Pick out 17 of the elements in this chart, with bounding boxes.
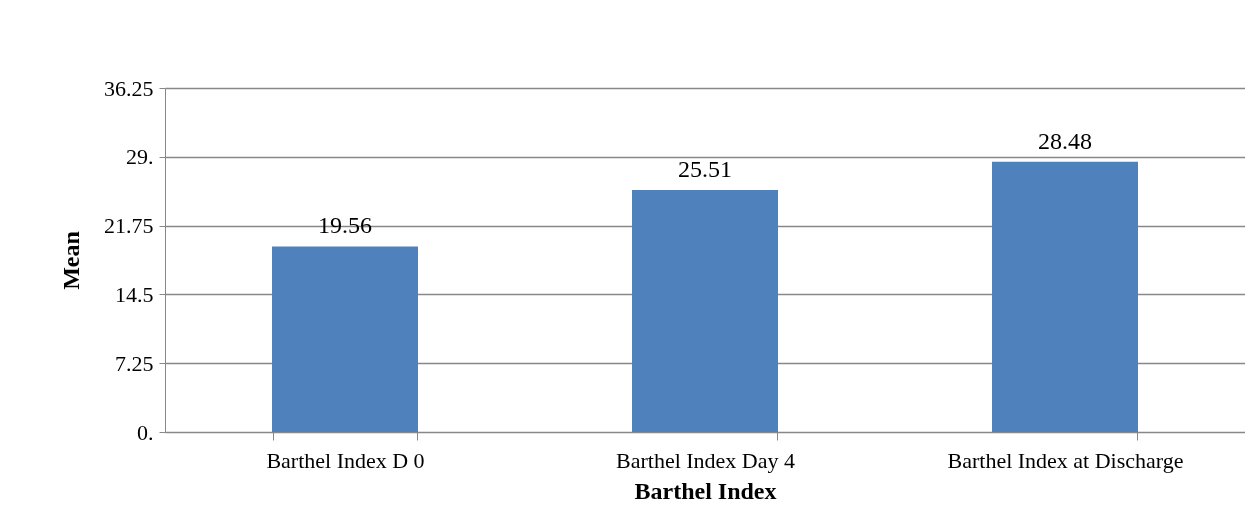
y-tick-label: 7.25 xyxy=(115,350,154,376)
bar xyxy=(632,189,778,432)
y-tick-label: 14.5 xyxy=(115,281,154,307)
y-tick-label: 29. xyxy=(126,144,154,170)
x-axis-title: Barthel Index xyxy=(634,477,777,504)
x-tick-label: Barthel Index D 0 xyxy=(266,447,425,473)
data-label: 19.56 xyxy=(318,212,372,239)
bar xyxy=(992,161,1138,432)
bar xyxy=(272,246,418,432)
data-label: 28.48 xyxy=(1038,127,1092,154)
data-label: 25.51 xyxy=(678,155,732,182)
x-tick-label: Barthel Index Day 4 xyxy=(616,447,795,473)
y-tick-label: 0. xyxy=(137,419,154,445)
y-tick-label: 21.75 xyxy=(104,213,154,239)
y-tick-label: 36.25 xyxy=(104,75,154,101)
y-axis-title: Mean xyxy=(58,231,84,290)
x-tick-label: Barthel Index at Discharge xyxy=(947,447,1184,473)
